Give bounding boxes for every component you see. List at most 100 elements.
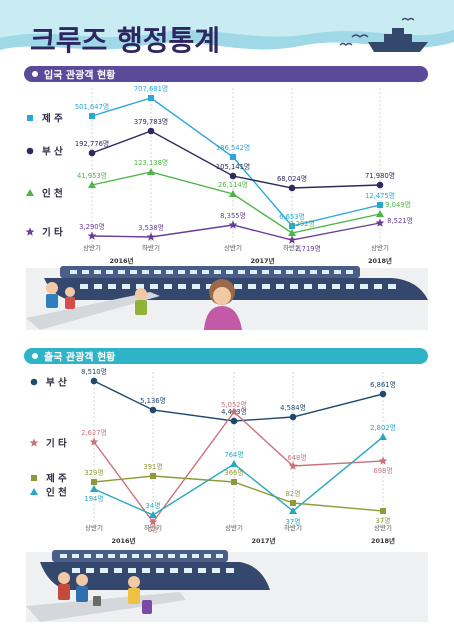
outbound-legend-marker-incheon xyxy=(31,475,37,481)
outbound-data-label-incheon-1: 391명 xyxy=(143,462,162,471)
sea-wave-front xyxy=(0,0,454,38)
outbound-point-other-2 xyxy=(230,460,238,467)
outbound-data-label-busan-1: 1명 xyxy=(148,525,159,534)
inbound-data-label-jeju-3: 6,653명 xyxy=(279,212,305,221)
outbound-point-busan-3 xyxy=(288,461,298,470)
inbound-point-incheon-0 xyxy=(88,181,96,188)
inbound-data-label-jeju-4: 12,475명 xyxy=(365,191,395,200)
inbound-x-tick-4: 상반기 xyxy=(371,243,389,252)
inbound-legend-label-busan: 부 산 xyxy=(42,146,63,158)
outbound-illustration xyxy=(26,550,428,622)
inbound-legend-marker-busan xyxy=(26,147,34,155)
inbound-point-incheon-1 xyxy=(147,168,155,175)
inbound-chart: 상반기 하반기 상반기 하반기 상반기 2016년 2017년 2018년 501,647명 70… xyxy=(25,84,413,265)
outbound-data-label-jeju-3: 4,584명 xyxy=(280,403,306,412)
inbound-data-label-busan-0: 192,776명 xyxy=(75,139,109,148)
outbound-point-incheon-2 xyxy=(231,479,237,485)
outbound-legend-label-incheon: 제 주 xyxy=(46,473,67,485)
inbound-point-incheon-2 xyxy=(229,190,237,197)
outbound-data-label-incheon-0: 329명 xyxy=(84,468,103,477)
inbound-data-label-busan-4: 71,980명 xyxy=(365,171,395,180)
outbound-line-incheon xyxy=(93,475,384,512)
outbound-x-tick-1: 하반기 xyxy=(144,523,162,532)
outbound-point-incheon-4 xyxy=(380,508,386,514)
outbound-point-other-1 xyxy=(149,511,157,518)
seagull-icon xyxy=(339,17,415,46)
inbound-data-label-busan-1: 379,783명 xyxy=(134,117,168,126)
outbound-point-other-4 xyxy=(379,433,387,440)
inbound-legend-label-other: 기 타 xyxy=(42,227,63,239)
outbound-data-label-busan-2: 5,052명 xyxy=(221,400,247,409)
outbound-point-other-3 xyxy=(289,507,297,514)
outbound-data-label-other-0: 194명 xyxy=(84,494,103,503)
section-title-inbound: 입국 관광객 현황 xyxy=(44,69,116,82)
cruise-ship-icon xyxy=(40,550,270,590)
outbound-x-tick-4: 상반기 xyxy=(374,523,392,532)
inbound-legend-marker-other xyxy=(25,227,35,236)
outbound-data-label-other-2: 764명 xyxy=(224,450,243,459)
inbound-data-label-incheon-3: 3,292명 xyxy=(289,219,315,228)
section-band-outbound: 출국 관광객 현황 xyxy=(24,348,428,364)
inbound-data-label-other-2: 8,355명 xyxy=(220,211,246,220)
outbound-legend-label-busan: 기 타 xyxy=(46,438,67,450)
inbound-data-label-other-0: 3,290명 xyxy=(79,222,105,231)
inbound-point-incheon-3 xyxy=(288,229,296,236)
outbound-legend-marker-other xyxy=(30,488,38,495)
inbound-year-label-1: 2017년 xyxy=(250,256,274,265)
outbound-legend-label-other: 인 천 xyxy=(46,488,67,499)
outbound-data-label-busan-0: 2,627명 xyxy=(81,428,107,437)
inbound-line-other xyxy=(91,222,381,241)
inbound-point-other-2 xyxy=(228,220,238,229)
inbound-year-label-0: 2016년 xyxy=(109,256,133,265)
outbound-point-other-0 xyxy=(90,485,98,492)
outbound-point-incheon-0 xyxy=(91,479,97,485)
outbound-data-label-busan-4: 698명 xyxy=(373,466,392,475)
inbound-data-label-incheon-0: 41,953명 xyxy=(77,171,107,180)
outbound-point-busan-0 xyxy=(89,437,99,446)
outbound-point-jeju-0 xyxy=(90,377,98,385)
inbound-point-other-4 xyxy=(375,218,385,227)
outbound-legend-marker-jeju xyxy=(30,378,38,386)
inbound-point-jeju-3 xyxy=(289,223,295,229)
outbound-year-label-2: 2018년 xyxy=(371,536,395,545)
inbound-point-other-3 xyxy=(287,235,297,244)
page-title: 크루즈 행정통계 xyxy=(30,24,220,57)
outbound-point-jeju-2 xyxy=(230,417,238,425)
inbound-point-jeju-2 xyxy=(230,154,236,160)
outbound-point-jeju-4 xyxy=(379,390,387,398)
inbound-x-tick-3: 하반기 xyxy=(283,243,301,252)
inbound-point-jeju-1 xyxy=(148,95,154,101)
inbound-point-busan-2 xyxy=(229,172,237,180)
outbound-point-incheon-1 xyxy=(150,473,156,479)
inbound-point-other-1 xyxy=(146,232,156,241)
outbound-data-label-incheon-2: 366명 xyxy=(224,468,243,477)
outbound-data-label-busan-3: 648명 xyxy=(287,453,306,462)
inbound-data-label-incheon-4: 9,049명 xyxy=(385,200,411,209)
inbound-point-busan-4 xyxy=(376,181,384,189)
inbound-point-busan-0 xyxy=(88,149,96,157)
outbound-x-tick-2: 상반기 xyxy=(225,523,243,532)
inbound-point-incheon-4 xyxy=(376,210,384,217)
inbound-point-busan-1 xyxy=(147,127,155,135)
inbound-data-label-jeju-2: 186,542명 xyxy=(216,143,250,152)
outbound-data-label-other-3: 37명 xyxy=(286,517,301,526)
outbound-data-label-jeju-1: 5,136명 xyxy=(140,396,166,405)
traveler-icon xyxy=(58,572,140,604)
outbound-x-tick-0: 상반기 xyxy=(85,523,103,532)
inbound-data-label-other-3: 2,719명 xyxy=(295,244,321,253)
inbound-data-label-busan-2: 105,141명 xyxy=(216,162,250,171)
inbound-illustration xyxy=(26,266,428,330)
tourist-icon xyxy=(46,282,147,315)
inbound-data-label-incheon-1: 123,138명 xyxy=(134,158,168,167)
inbound-data-label-other-1: 3,538명 xyxy=(138,223,164,232)
section-title-outbound: 출국 관광객 현황 xyxy=(44,351,116,364)
outbound-point-busan-1 xyxy=(148,517,158,526)
inbound-data-label-jeju-1: 707,681명 xyxy=(134,84,168,93)
inbound-x-tick-2: 상반기 xyxy=(224,243,242,252)
inbound-point-jeju-4 xyxy=(377,202,383,208)
outbound-point-busan-2 xyxy=(229,407,239,416)
outbound-data-label-jeju-4: 6,861명 xyxy=(370,380,396,389)
inbound-year-label-2: 2018년 xyxy=(368,256,392,265)
outbound-point-busan-4 xyxy=(378,456,388,465)
